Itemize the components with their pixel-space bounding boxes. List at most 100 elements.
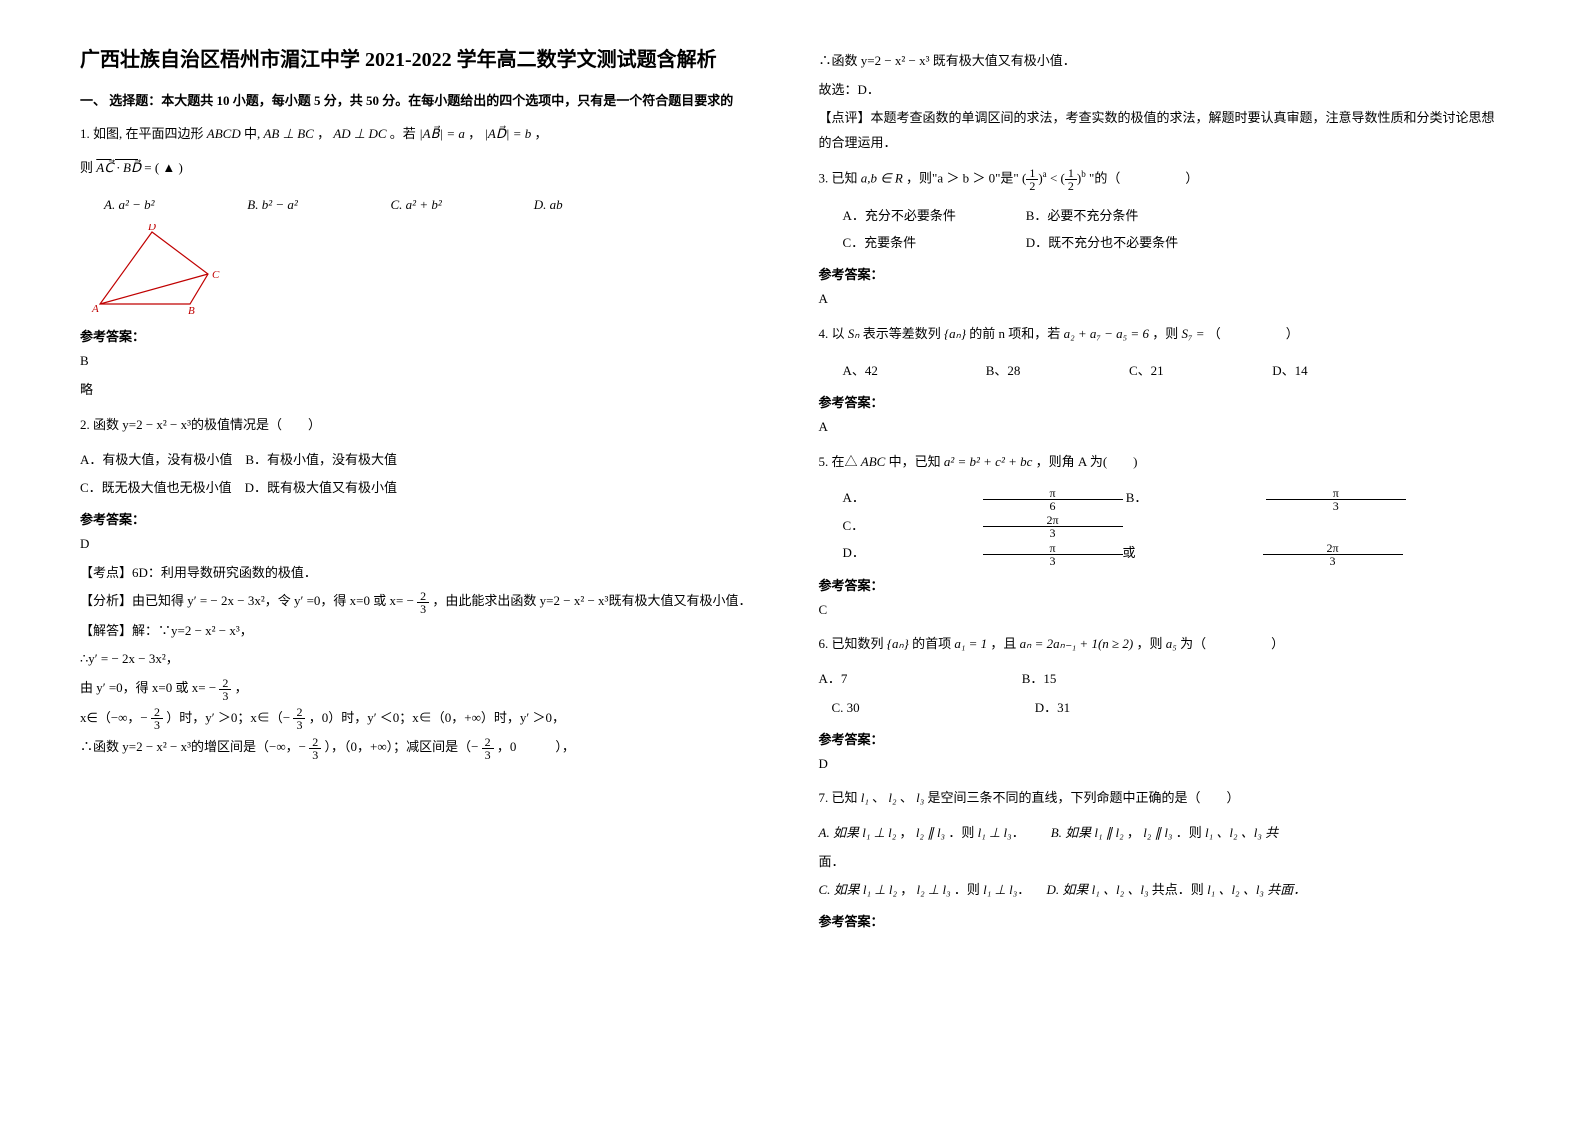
q7-A-then: ．则	[948, 825, 974, 840]
q1-ad: |AD⃗| = b	[484, 126, 531, 141]
q7-lineCD: C. 如果 l₁ ⊥ l₂ ， l₂ ⊥ l₃ ．则 l₁ ⊥ l₃． D. 如…	[819, 878, 1508, 903]
question-1-line2: 则 AC⃗ · BD⃗ = ( ▲ )	[80, 156, 769, 181]
q7-C-pre: C. 如果	[819, 882, 860, 897]
q5-mid2: ，则角 A 为( )	[1036, 454, 1138, 469]
q5-mid1: 中，已知	[889, 454, 941, 469]
q7-C-c1: l₁ ⊥ l₂	[863, 882, 897, 897]
frac-den-3: 3	[151, 719, 163, 731]
diag-A: A	[91, 303, 99, 314]
question-1: 1. 如图, 在平面四边形 ABCD 中, AB ⊥ BC ， AD ⊥ DC …	[80, 122, 769, 147]
q7-D-c1: l₁ 、l₂ 、l₃	[1092, 882, 1149, 897]
q2-optA: A．有极大值，没有极小值	[80, 452, 232, 467]
diag-C: C	[212, 269, 220, 281]
q2-solve4-mid2: ，0）时，y′ ＜0；x∈（0，+∞）时，y′ ＞0，	[309, 710, 565, 725]
q1-mid4: ，	[468, 126, 481, 141]
q5-optC: C．2π3	[843, 512, 1123, 540]
q1-acbd: AC⃗ · BD⃗	[96, 160, 141, 175]
q2-answer-label: 参考答案：	[80, 509, 769, 528]
q6-mid3: ，则	[1137, 636, 1163, 651]
q1-abcd: ABCD	[207, 126, 241, 141]
q7-C-res: l₁ ⊥ l₃	[983, 882, 1017, 897]
left-column: 广西壮族自治区梧州市湄江中学 2021-2022 学年高二数学文测试题含解析 一…	[55, 45, 794, 1077]
q4-mid3: ，则	[1152, 326, 1178, 341]
q1-perp2: AD ⊥ DC	[333, 126, 386, 141]
q2-answer: D	[80, 532, 769, 557]
frac-den-1: 3	[417, 603, 429, 615]
q5D2-num: 2π	[1263, 542, 1403, 555]
q6-rec: aₙ = 2aₙ₋₁ + 1(n ≥ 2)	[1020, 636, 1134, 651]
question-5: 5. 在△ ABC 中，已知 a² = b² + c² + bc ，则角 A 为…	[819, 450, 1508, 475]
q2-solve3: 由 y′ =0，得 x=0 或 x= − 23 ，	[80, 676, 769, 702]
q6-pre: 6. 已知数列	[819, 636, 884, 651]
q2-optD: D．既有极大值又有极小值	[245, 480, 397, 495]
q1-mid1: 中,	[244, 126, 264, 141]
half-den-1: 2	[1026, 180, 1038, 192]
q7-B-c2: l₂ ∥ l₃	[1143, 825, 1172, 840]
q5B-num: π	[1266, 487, 1406, 500]
q4-choices: A、42 B、28 C、21 D、14	[843, 357, 1508, 384]
q5-optD-or: 或	[1123, 539, 1263, 566]
q6-mid2: ，且	[990, 636, 1016, 651]
q7-sep1: 、	[872, 790, 885, 805]
q7-C-then: ．则	[954, 882, 980, 897]
q2-analysis-pre: 【分析】由已知得 y′ = − 2x − 3x²，令 y′ =0，得 x=0 或…	[80, 593, 417, 608]
q5-optB-pre: B．	[1126, 484, 1266, 511]
q1-end: ，	[534, 126, 547, 141]
right-column: ∴函数 y=2 − x² − x³ 既有极大值又有极小值． 故选：D． 【点评】…	[794, 45, 1533, 1077]
q1-choices: A. a² − b² B. b² − a² C. a² + b² D. ab	[104, 191, 769, 218]
frac-den-6: 3	[482, 749, 494, 761]
q5-choices: A．π6 B．π3 C．2π3 D．π3或2π3	[843, 484, 1508, 567]
q1-omit: 略	[80, 378, 769, 403]
q7-answer-label: 参考答案：	[819, 911, 1508, 930]
q4-answer-label: 参考答案：	[819, 392, 1508, 411]
q2-analysis: 【分析】由已知得 y′ = − 2x − 3x²，令 y′ =0，得 x=0 或…	[80, 589, 769, 615]
q3-pre: 3. 已知	[819, 170, 858, 185]
q3-optD: D．既不充分也不必要条件	[1026, 229, 1178, 256]
q1-optD: D. ab	[534, 191, 674, 218]
frac-den-2: 3	[219, 690, 231, 702]
q3-choices: A．充分不必要条件 B．必要不充分条件 C．充要条件 D．既不充分也不必要条件	[843, 202, 1508, 257]
q2-solve4-mid1: ）时，y′ ＞0；x∈（−	[166, 710, 290, 725]
q2-solve1: 【解答】解：∵y=2 − x² − x³，	[80, 619, 769, 644]
q7-D-mid: 共点．则	[1152, 882, 1204, 897]
q6-optA: A．7	[819, 667, 1019, 692]
q1-mid3: 。若	[390, 126, 416, 141]
frac-num-5: 2	[309, 736, 321, 749]
q2-solve3-post: ，	[235, 680, 248, 695]
q5-optD-pre: D．	[843, 539, 983, 566]
diag-B: B	[188, 305, 195, 314]
frac-num-1: 2	[417, 590, 429, 603]
q6-answer: D	[819, 752, 1508, 777]
q3-optC: C．充要条件	[843, 229, 1023, 256]
q1-l2-post: = ( ▲ )	[144, 160, 183, 175]
q3-mid2: "的（ ）	[1089, 170, 1198, 185]
q1-ab: |AB⃗| = a	[419, 126, 465, 141]
q2-line1: A．有极大值，没有极小值 B．有极小值，没有极大值	[80, 448, 769, 473]
q7-B-then: ．则	[1176, 825, 1202, 840]
q1-diagram: A B C D	[90, 224, 769, 318]
q2-col2-3: 【点评】本题考查函数的单调区间的求法，考查实数的极值的求法，解题时要认真审题，注…	[819, 106, 1508, 155]
question-6: 6. 已知数列 {aₙ} 的首项 a₁ = 1 ，且 aₙ = 2aₙ₋₁ + …	[819, 632, 1508, 657]
q7-B-res: l₁ 、l₂ 、l₃ 共	[1205, 825, 1278, 840]
q5A-num: π	[983, 487, 1123, 500]
question-3: 3. 已知 a,b ∈ R ，则"a ＞ b ＞ 0"是" (12)a < (1…	[819, 166, 1508, 192]
q4-end: （ ）	[1208, 326, 1299, 341]
q6-end: 为（ ）	[1180, 636, 1284, 651]
frac-den-5: 3	[309, 749, 321, 761]
question-4: 4. 以 Sₙ 表示等差数列 {aₙ} 的前 n 项和，若 a₂ + a₇ − …	[819, 322, 1508, 347]
q7-Bres2: 面．	[819, 850, 1508, 875]
half-den-2: 2	[1065, 180, 1077, 192]
q5-answer: C	[819, 598, 1508, 623]
q7-l2: l₂	[888, 790, 896, 805]
q3-answer: A	[819, 287, 1508, 312]
q5-optB: B．π3	[1126, 484, 1406, 512]
q6-answer-label: 参考答案：	[819, 729, 1508, 748]
q2-solve4: x∈（−∞，− 23 ）时，y′ ＞0；x∈（− 23 ，0）时，y′ ＜0；x…	[80, 706, 769, 732]
q3-optB: B．必要不充分条件	[1026, 202, 1166, 229]
q2-solve4-pre: x∈（−∞，−	[80, 710, 148, 725]
q5-cond: a² = b² + c² + bc	[944, 454, 1033, 469]
half-num-2: 1	[1065, 167, 1077, 180]
frac-num-6: 2	[482, 736, 494, 749]
q3-mid1: ，则"a ＞ b ＞ 0"是"	[906, 170, 1022, 185]
q3-answer-label: 参考答案：	[819, 264, 1508, 283]
